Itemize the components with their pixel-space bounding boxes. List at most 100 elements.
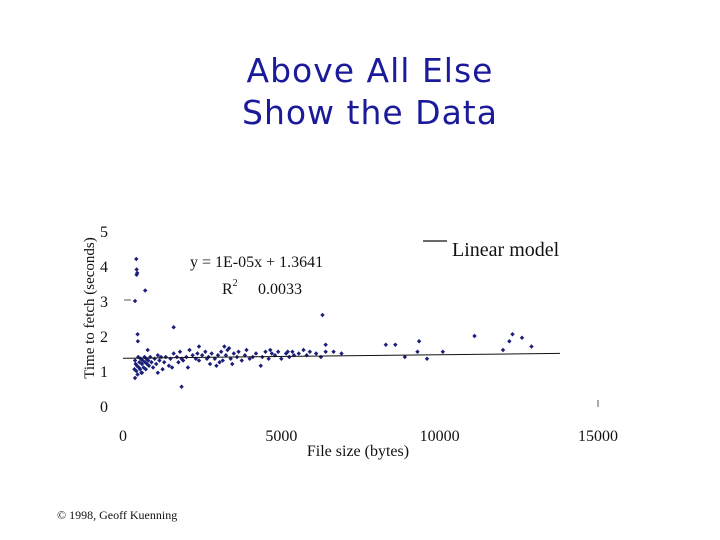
- data-point: [148, 354, 153, 360]
- y-tick-label: 4: [100, 259, 108, 276]
- data-point: [402, 354, 408, 360]
- data-point: [155, 370, 161, 375]
- y-axis-label: Time to fetch (seconds): [82, 237, 98, 379]
- trendline: [122, 352, 561, 359]
- y-tick-label: 0: [100, 399, 108, 416]
- data-point: [142, 288, 148, 293]
- y-tick-label: 3: [100, 294, 108, 311]
- data-point: [199, 353, 205, 358]
- data-point: [339, 351, 344, 356]
- x-axis-label: File size (bytes): [307, 443, 409, 460]
- data-point: [168, 356, 173, 361]
- data-point: [440, 349, 446, 354]
- r-squared-letter: R: [222, 281, 233, 298]
- data-point: [140, 358, 145, 363]
- data-point: [313, 351, 319, 356]
- data-point: [134, 272, 139, 277]
- data-point: [320, 312, 325, 318]
- data-point: [269, 351, 275, 356]
- data-point: [218, 349, 224, 354]
- data-point: [529, 344, 534, 349]
- data-point: [134, 256, 139, 262]
- data-point: [279, 356, 284, 361]
- title-line-2: Show the Data: [242, 93, 498, 132]
- x-tick-label: 15000: [578, 428, 618, 445]
- legend-label: Linear model: [452, 239, 560, 261]
- data-point: [507, 339, 512, 344]
- data-point: [220, 358, 225, 363]
- data-point: [145, 347, 150, 353]
- data-point: [132, 375, 138, 381]
- data-point: [244, 347, 249, 353]
- data-point: [416, 339, 422, 344]
- data-point: [323, 342, 328, 347]
- data-point: [510, 332, 515, 337]
- y-tick-label: 5: [100, 224, 108, 241]
- data-point: [287, 354, 292, 360]
- data-point: [161, 360, 167, 365]
- data-point: [268, 347, 273, 353]
- data-point: [263, 349, 268, 354]
- data-point: [228, 356, 233, 361]
- data-point: [331, 349, 336, 354]
- data-point: [285, 349, 290, 354]
- data-point: [196, 344, 202, 349]
- data-point: [226, 346, 232, 351]
- data-point: [163, 354, 168, 360]
- data-point: [187, 347, 192, 353]
- data-point: [134, 267, 139, 272]
- data-point: [155, 353, 161, 358]
- data-point: [225, 347, 230, 353]
- data-point: [132, 358, 138, 363]
- data-point: [143, 367, 148, 372]
- data-point: [146, 358, 151, 363]
- data-point: [253, 351, 259, 356]
- data-point: [304, 353, 309, 358]
- data-point: [296, 351, 301, 356]
- data-point: [135, 339, 141, 344]
- data-point: [301, 347, 306, 353]
- data-point: [214, 363, 219, 368]
- data-point: [135, 332, 140, 337]
- data-point: [184, 354, 189, 360]
- data-point: [134, 368, 139, 374]
- data-point: [135, 270, 140, 276]
- data-point: [231, 351, 237, 356]
- data-point: [323, 349, 328, 354]
- r-squared-superscript: 2: [233, 278, 238, 289]
- data-point: [247, 356, 252, 361]
- data-point: [242, 353, 248, 358]
- y-tick-label: 2: [100, 329, 108, 346]
- data-point: [500, 347, 506, 353]
- x-tick-label: 10000: [420, 428, 460, 445]
- data-point: [166, 363, 172, 368]
- r-squared-value: 0.0033: [258, 281, 302, 298]
- data-point: [472, 333, 477, 339]
- data-point: [223, 353, 229, 358]
- data-point: [160, 367, 165, 372]
- data-point: [424, 356, 430, 361]
- data-point: [174, 354, 180, 360]
- data-point: [209, 351, 214, 356]
- title-line-1: Above All Else: [246, 51, 494, 90]
- data-point: [275, 349, 281, 354]
- copyright-notice: © 1998, Geoff Kuenning: [57, 508, 178, 522]
- data-point: [149, 360, 154, 365]
- slide-title: Above All Else Show the Data: [0, 50, 720, 134]
- data-point: [258, 363, 263, 368]
- r-squared-label: R2: [222, 278, 238, 298]
- data-point: [150, 365, 156, 370]
- x-tick-label: 0: [119, 428, 127, 445]
- data-point: [239, 358, 244, 363]
- data-point: [154, 361, 159, 367]
- data-point: [139, 361, 145, 367]
- y-tick-label: 1: [100, 364, 108, 381]
- data-point: [177, 349, 183, 354]
- data-point: [318, 354, 324, 360]
- data-point: [415, 349, 420, 354]
- data-point: [203, 349, 208, 354]
- data-point: [176, 360, 181, 365]
- data-point: [383, 342, 389, 347]
- data-point: [137, 367, 143, 372]
- data-point: [169, 365, 175, 370]
